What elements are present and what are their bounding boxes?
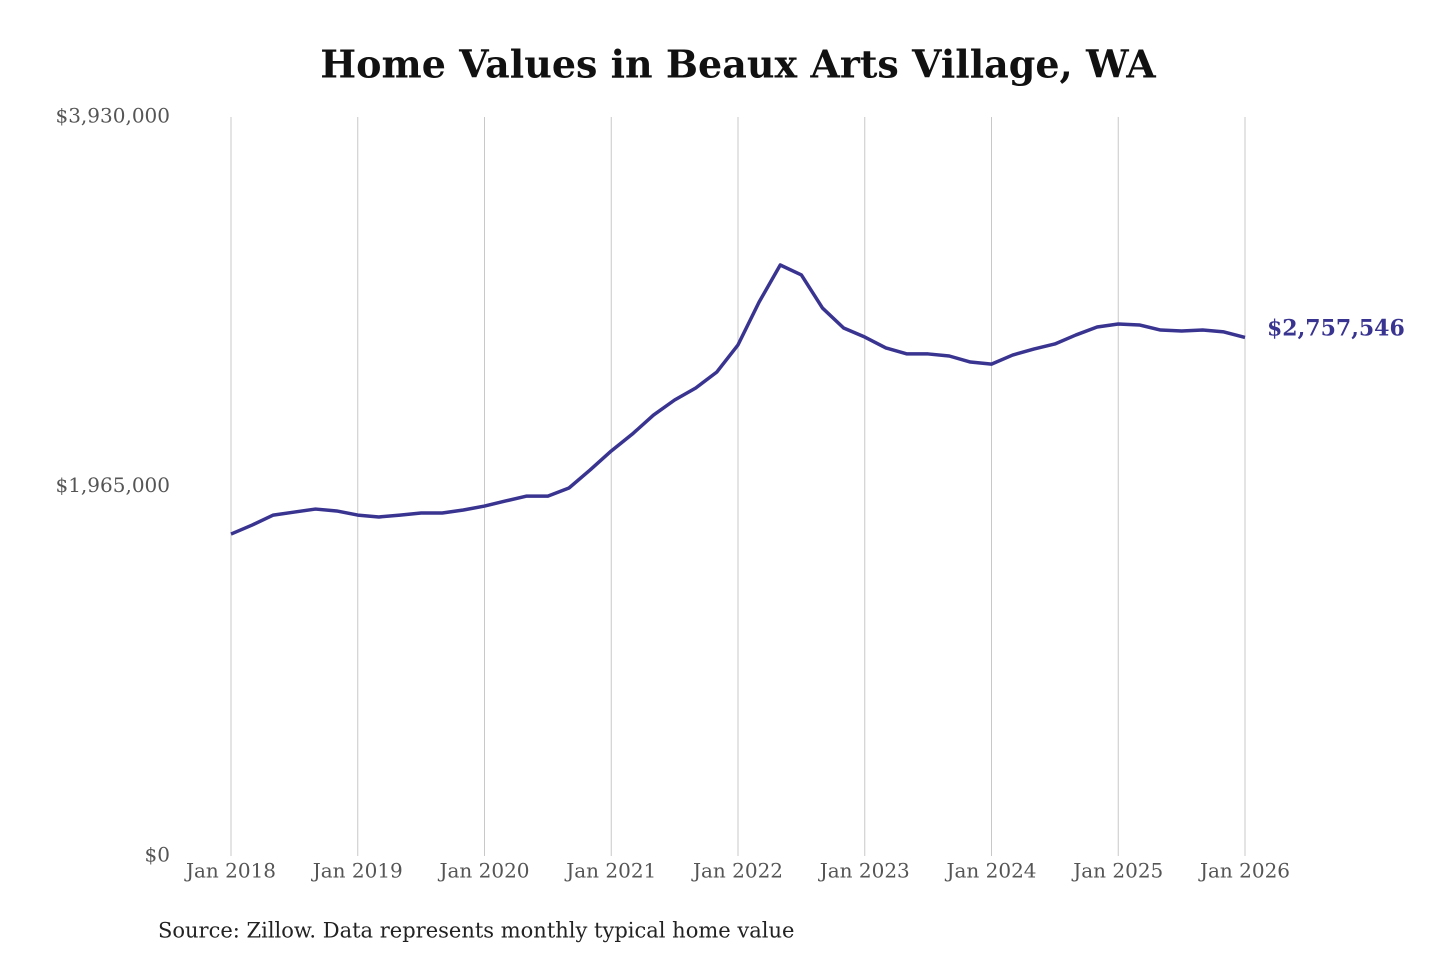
series-line — [230, 263, 1246, 536]
x-tick-label: Jan 2018 — [184, 859, 276, 883]
x-tick-label: Jan 2021 — [564, 859, 656, 883]
x-tick-label: Jan 2019 — [311, 859, 403, 883]
x-tick-label: Jan 2023 — [818, 859, 910, 883]
y-tick-label: $0 — [145, 843, 170, 867]
x-tick-label: Jan 2022 — [691, 859, 783, 883]
x-tick-label: Jan 2026 — [1198, 859, 1290, 883]
value-label: $2,757,546 — [1267, 315, 1405, 341]
y-tick-label: $1,965,000 — [55, 473, 170, 497]
chart-title: Home Values in Beaux Arts Village, WA — [320, 42, 1156, 87]
source-note: Source: Zillow. Data represents monthly … — [158, 919, 794, 943]
x-tick-label: Jan 2020 — [437, 859, 529, 883]
x-tick-label: Jan 2025 — [1071, 859, 1163, 883]
x-tick-label: Jan 2024 — [944, 859, 1036, 883]
y-tick-label: $3,930,000 — [55, 104, 170, 128]
